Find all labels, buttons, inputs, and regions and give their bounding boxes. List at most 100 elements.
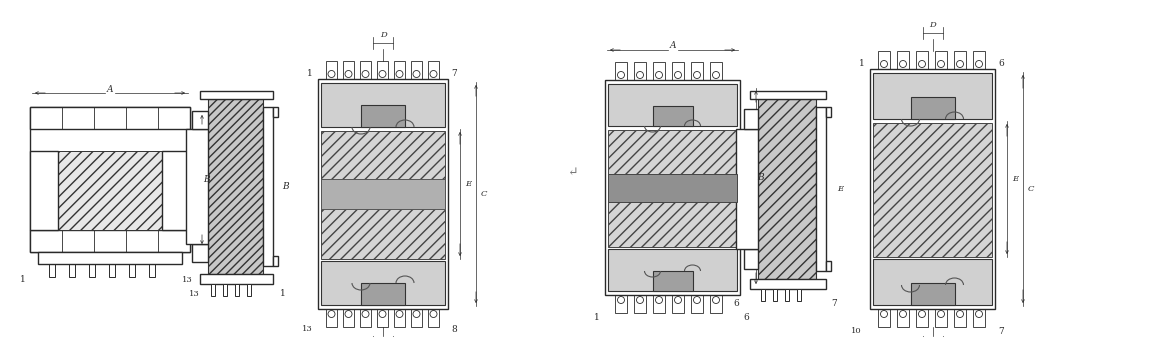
Text: D: D (929, 21, 936, 29)
Bar (208, 99, 263, 274)
Circle shape (675, 71, 682, 79)
Bar (954, 51, 965, 69)
Bar (710, 62, 722, 80)
Bar (326, 309, 338, 327)
Bar (410, 61, 422, 79)
Bar (321, 131, 445, 259)
Text: E: E (465, 180, 472, 188)
Bar (223, 284, 227, 296)
Bar (247, 284, 250, 296)
Circle shape (655, 71, 662, 79)
Circle shape (937, 310, 944, 317)
Bar (634, 295, 646, 313)
Bar (759, 99, 816, 279)
Bar (736, 129, 759, 249)
Bar (744, 109, 759, 129)
Bar (653, 62, 664, 80)
Bar (109, 252, 115, 277)
Bar (360, 61, 370, 79)
Bar (653, 295, 664, 313)
Circle shape (881, 310, 888, 317)
Bar (31, 107, 191, 252)
Circle shape (713, 297, 720, 304)
Bar (897, 309, 909, 327)
Bar (608, 249, 737, 291)
Bar (235, 284, 239, 296)
Bar (878, 51, 890, 69)
Bar (816, 107, 826, 271)
Circle shape (617, 71, 624, 79)
Bar (954, 309, 965, 327)
Bar (797, 289, 801, 301)
Bar (615, 62, 627, 80)
Circle shape (362, 70, 369, 78)
Text: 7: 7 (998, 327, 1004, 336)
Text: 1: 1 (20, 276, 26, 284)
Bar (710, 295, 722, 313)
Bar (31, 230, 191, 252)
Text: 1: 1 (307, 69, 313, 79)
Circle shape (956, 310, 963, 317)
Bar (653, 106, 693, 126)
Text: 6: 6 (733, 299, 739, 307)
Bar (750, 91, 826, 99)
Circle shape (636, 297, 643, 304)
Bar (273, 256, 278, 266)
Bar (263, 107, 273, 266)
Bar (870, 69, 995, 309)
Text: C: C (1028, 185, 1034, 193)
Bar (910, 97, 955, 119)
Circle shape (918, 61, 926, 67)
Bar (897, 51, 909, 69)
Circle shape (881, 61, 888, 67)
Bar (786, 289, 789, 301)
Text: B: B (756, 173, 763, 182)
Circle shape (976, 310, 982, 317)
Bar (428, 309, 439, 327)
Bar (318, 79, 448, 309)
Bar (162, 151, 191, 230)
Bar (910, 283, 955, 305)
Bar (973, 51, 985, 69)
Bar (773, 289, 777, 301)
Circle shape (713, 71, 720, 79)
Bar (89, 252, 95, 277)
Circle shape (617, 297, 624, 304)
Bar (58, 151, 162, 230)
Text: C: C (481, 190, 487, 198)
Text: 6: 6 (998, 60, 1004, 68)
Bar (361, 105, 405, 127)
Bar (826, 107, 831, 117)
Bar (671, 295, 684, 313)
Bar (410, 309, 422, 327)
Circle shape (655, 297, 662, 304)
Bar (750, 279, 826, 289)
Circle shape (345, 310, 352, 317)
Bar (343, 61, 354, 79)
Bar (935, 309, 947, 327)
Circle shape (675, 297, 682, 304)
Bar (200, 274, 273, 284)
Text: 1: 1 (280, 289, 286, 299)
Circle shape (694, 71, 701, 79)
Bar (608, 84, 737, 126)
Circle shape (413, 70, 420, 78)
Bar (343, 309, 354, 327)
Circle shape (396, 70, 403, 78)
Bar (321, 261, 445, 305)
Text: 1: 1 (594, 312, 600, 321)
Circle shape (328, 70, 335, 78)
Circle shape (918, 310, 926, 317)
Text: 13: 13 (188, 290, 200, 298)
Bar (873, 259, 993, 305)
Circle shape (636, 71, 643, 79)
Bar (326, 61, 338, 79)
Circle shape (430, 70, 437, 78)
Bar (377, 309, 388, 327)
Bar (428, 61, 439, 79)
Bar (671, 62, 684, 80)
Bar (615, 295, 627, 313)
Circle shape (900, 310, 907, 317)
Text: 7: 7 (831, 299, 837, 307)
Bar (360, 309, 370, 327)
